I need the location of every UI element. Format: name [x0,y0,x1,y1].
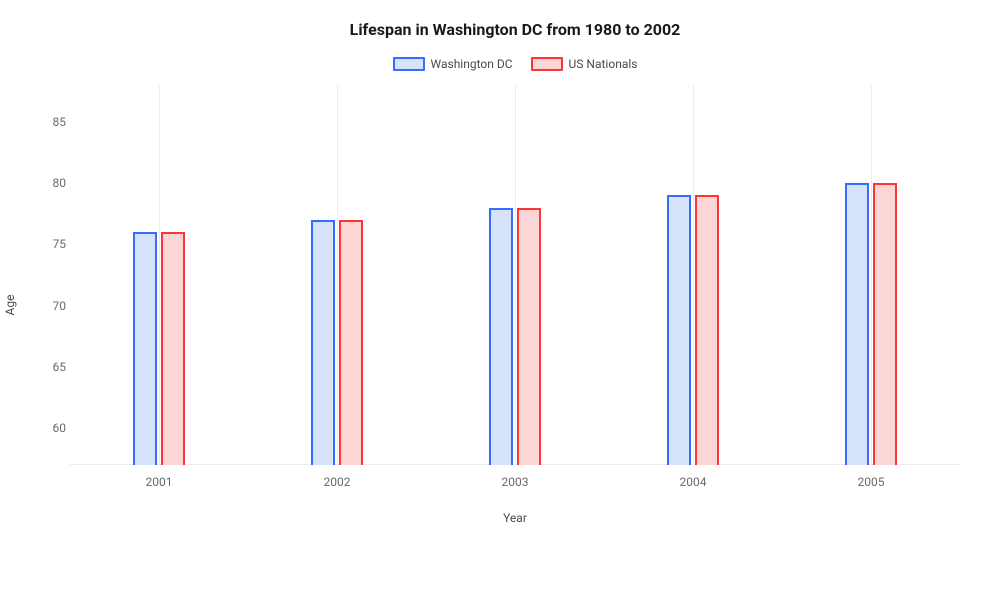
y-axis-label: Age [3,295,17,316]
y-axis: 60 65 70 75 80 85 [26,85,66,465]
legend-swatch-icon [393,57,425,71]
x-axis: Year 2001 2002 2003 2004 2005 [70,465,960,525]
x-tick: 2001 [146,475,173,489]
x-tick: 2005 [858,475,885,489]
y-tick: 65 [26,360,66,374]
bar[interactable] [695,195,719,465]
y-tick: 70 [26,299,66,313]
bar[interactable] [161,232,185,465]
x-tick: 2002 [324,475,351,489]
legend-item-series-0[interactable]: Washington DC [393,57,513,71]
bar[interactable] [133,232,157,465]
x-tick: 2003 [502,475,529,489]
bar[interactable] [845,183,869,465]
legend-label: US Nationals [569,57,638,71]
bars-layer [70,85,960,465]
y-tick: 80 [26,176,66,190]
bar[interactable] [873,183,897,465]
y-tick: 75 [26,237,66,251]
x-tick: 2004 [680,475,707,489]
bar[interactable] [517,208,541,465]
chart-container: Lifespan in Washington DC from 1980 to 2… [0,0,1000,600]
bar[interactable] [489,208,513,465]
legend-label: Washington DC [431,57,513,71]
legend: Washington DC US Nationals [70,57,960,71]
y-tick: 60 [26,421,66,435]
plot-area: Age 606570758085 Year 200120022003200420… [70,85,960,525]
bar[interactable] [667,195,691,465]
y-tick: 85 [26,115,66,129]
legend-item-series-1[interactable]: US Nationals [531,57,638,71]
chart-title: Lifespan in Washington DC from 1980 to 2… [70,20,960,39]
bar[interactable] [311,220,335,465]
bar[interactable] [339,220,363,465]
legend-swatch-icon [531,57,563,71]
x-axis-label: Year [503,511,527,525]
